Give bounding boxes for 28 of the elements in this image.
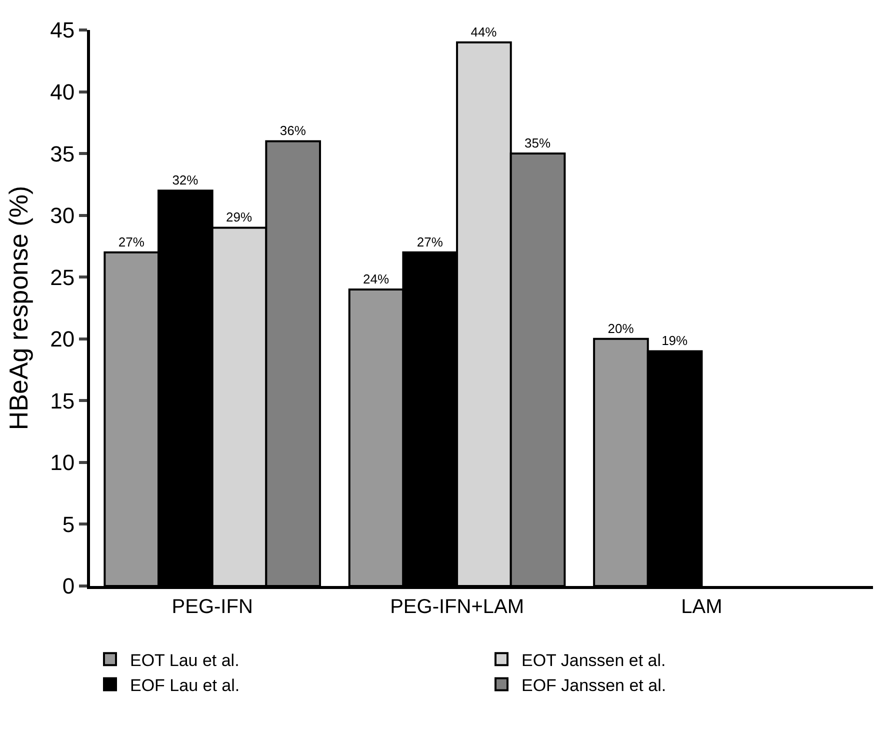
data-label: 32% [172, 172, 199, 188]
data-label: 35% [524, 136, 552, 151]
data-label: 20% [608, 320, 634, 336]
x-tick-label: PEG-IFN [172, 596, 253, 618]
y-tick-label: 20 [50, 326, 75, 352]
data-label: 27% [118, 234, 145, 250]
x-tick-label: LAM [681, 596, 722, 618]
y-tick-label: 25 [50, 264, 75, 290]
legend-label: EOT Janssen et al. [522, 650, 666, 670]
y-tick-label: 0 [62, 574, 75, 599]
y-tick-label: 30 [50, 203, 75, 228]
legend-label: EOT Lau et al. [130, 650, 240, 670]
legend-label: EOF Janssen et al. [522, 676, 666, 695]
data-label: 29% [226, 210, 252, 225]
data-label: 24% [363, 271, 390, 286]
y-axis-title: HBeAg response (%) [4, 186, 34, 430]
data-label: 36% [280, 123, 306, 138]
data-label: 19% [662, 333, 688, 348]
y-tick-label: 45 [50, 18, 75, 43]
y-tick-label: 15 [50, 388, 75, 414]
y-tick-label: 35 [50, 141, 75, 166]
y-tick-label: 5 [62, 512, 75, 537]
y-tick-label: 10 [50, 450, 75, 476]
legend-label: EOF Lau et al. [130, 676, 240, 695]
x-tick-label: PEG-IFN+LAM [390, 596, 524, 618]
data-label: 27% [416, 234, 444, 250]
y-tick-label: 40 [50, 79, 75, 104]
data-label: 44% [470, 24, 498, 40]
